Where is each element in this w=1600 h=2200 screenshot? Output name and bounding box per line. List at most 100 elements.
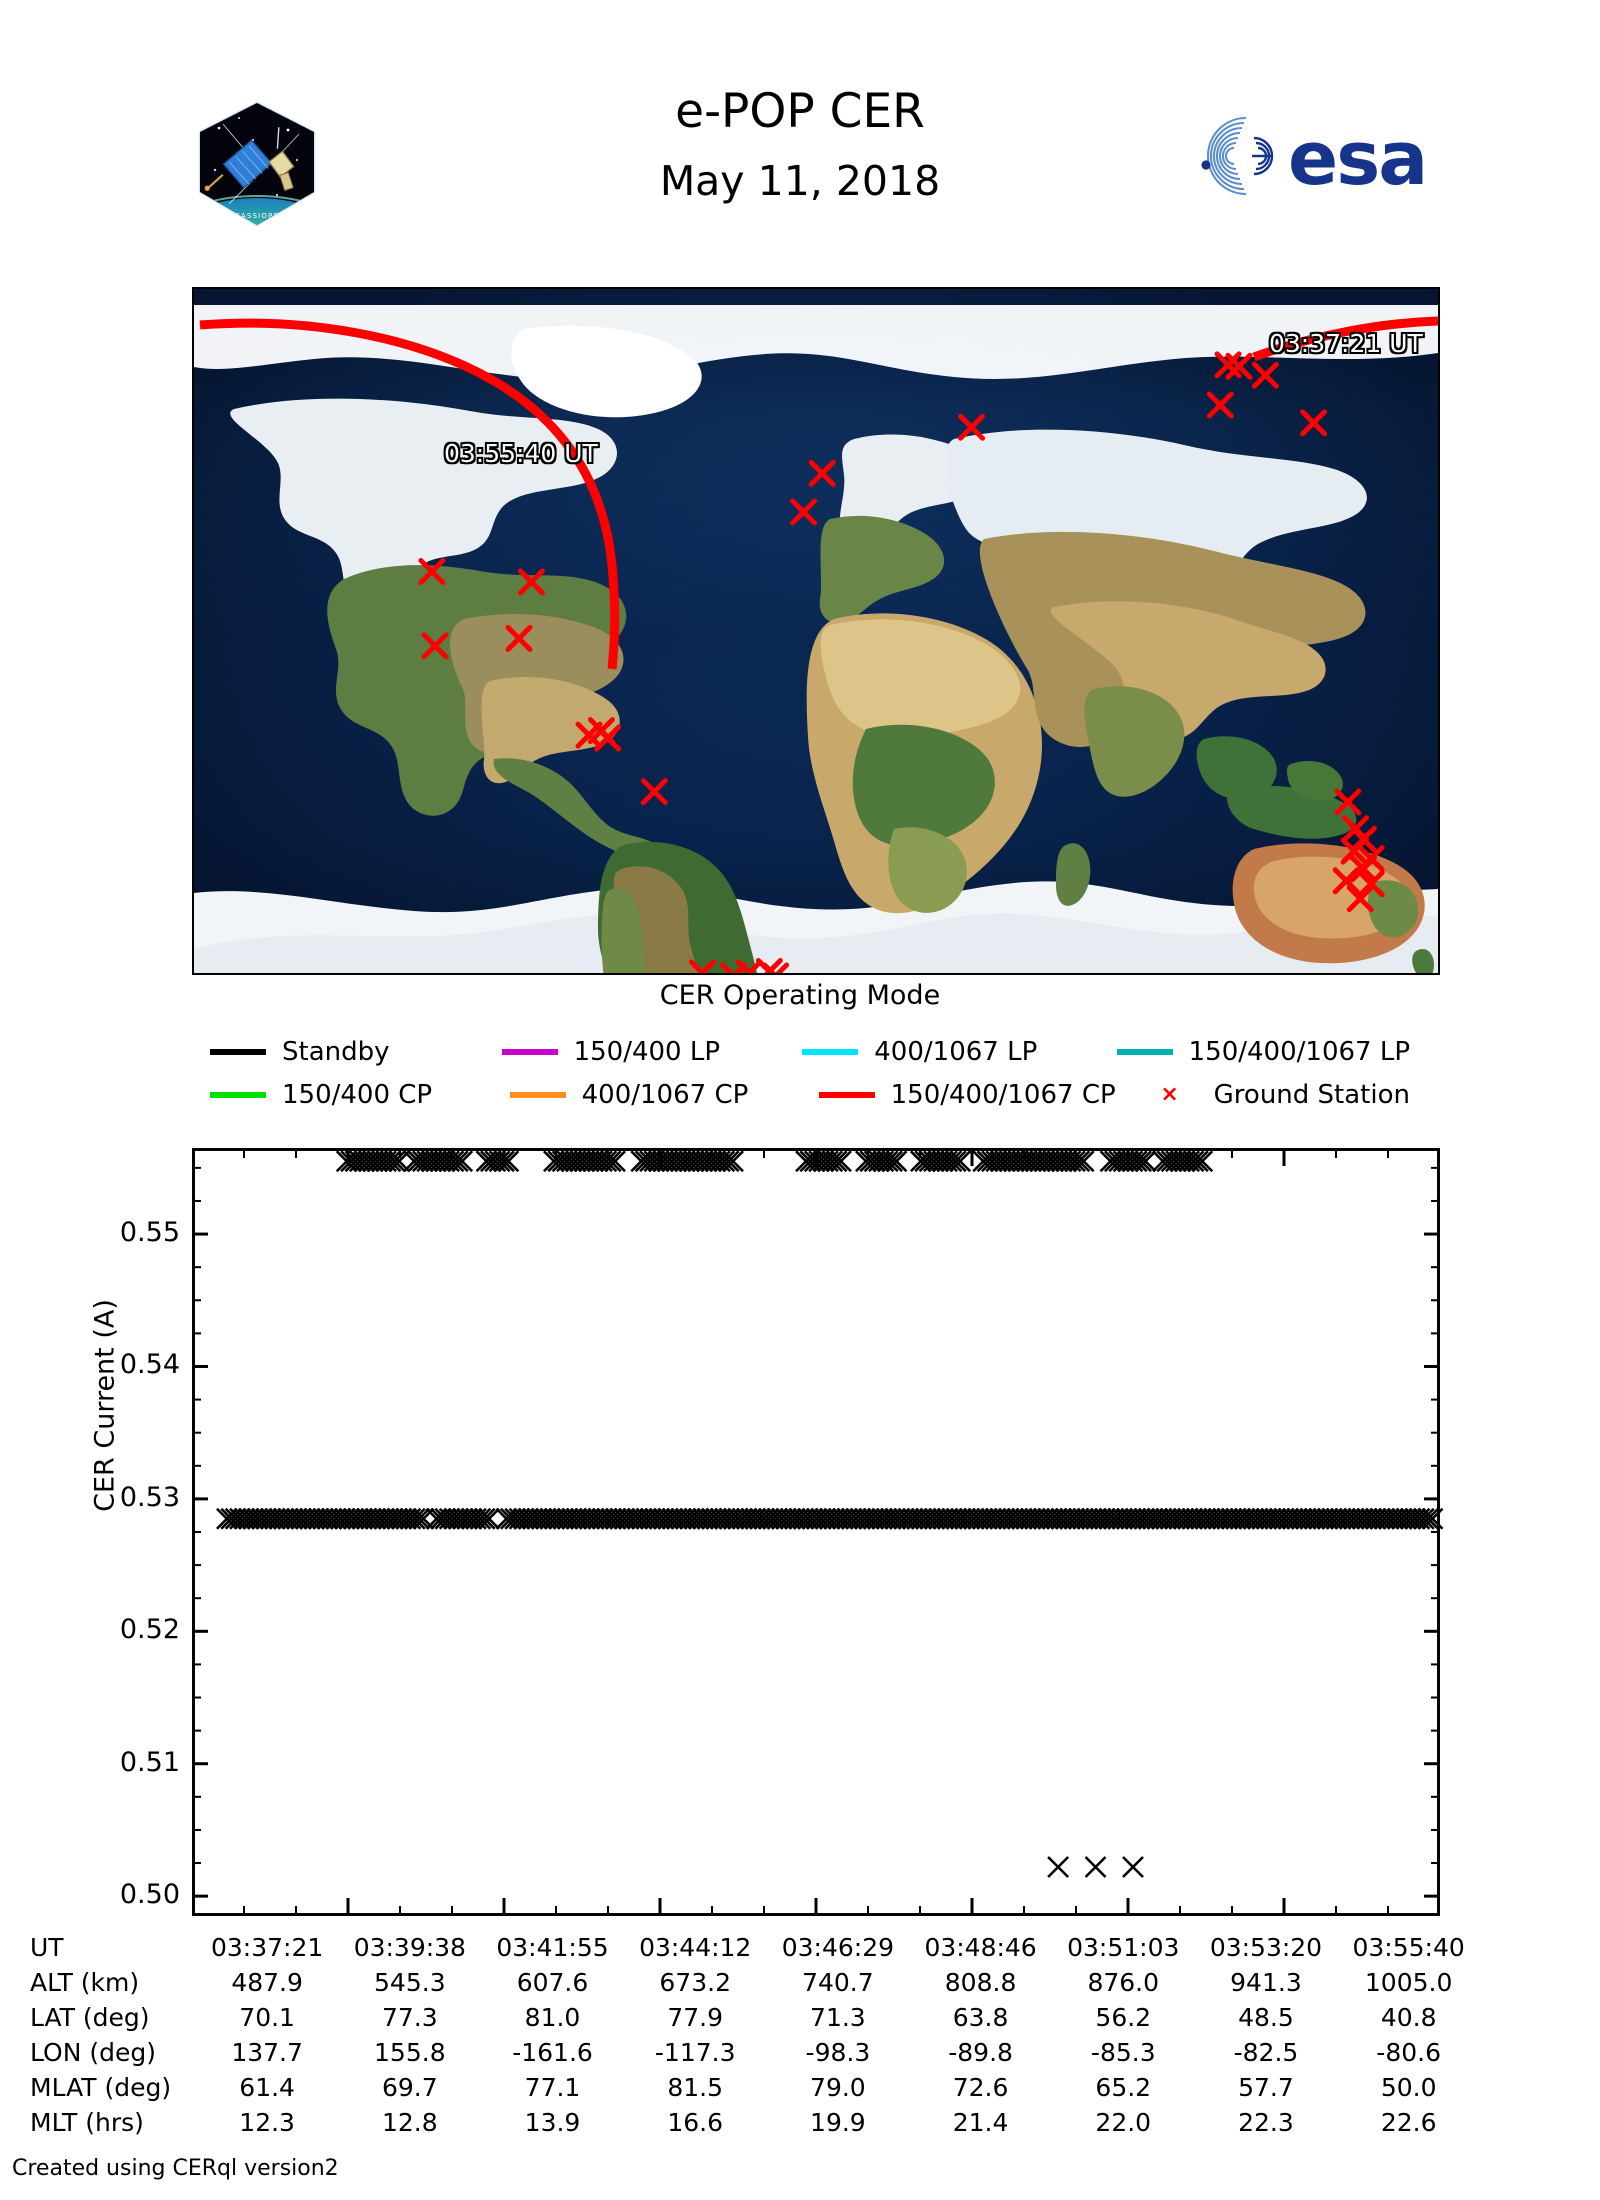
legend-item-label: 150/400/1067 LP <box>1188 1036 1410 1067</box>
page-title: e-POP CER <box>675 84 925 139</box>
cer-current-scatter-plot[interactable] <box>192 1148 1444 1916</box>
legend-color-swatch <box>210 1091 266 1098</box>
page-date: May 11, 2018 <box>659 157 941 205</box>
footer-credit: Created using CERql version2 <box>12 2156 339 2181</box>
table-cell: 13.9 <box>524 2108 581 2137</box>
data-point-marker <box>1122 1856 1144 1878</box>
world-map[interactable]: 03:37:21 UT 03:55:40 UT <box>192 287 1440 975</box>
legend-item[interactable]: 400/1067 LP <box>802 1037 1116 1067</box>
ground-track <box>199 316 1438 670</box>
data-point-marker <box>1182 1150 1205 1173</box>
table-cell: 1005.0 <box>1364 1968 1453 1997</box>
table-row-label: MLAT (deg) <box>30 2073 172 2102</box>
data-point-marker <box>478 1507 500 1530</box>
data-point-marker <box>1412 1507 1435 1530</box>
table-cell: 12.3 <box>239 2108 295 2137</box>
table-cell: 22.0 <box>1095 2108 1152 2137</box>
table-cell: -161.6 <box>512 2038 593 2067</box>
data-point-marker <box>469 1507 492 1530</box>
cassiope-logo: CASSIOPE <box>193 100 321 228</box>
table-cell: 808.8 <box>944 1968 1017 1997</box>
legend-item-label: Standby <box>282 1036 390 1067</box>
table-cell: 56.2 <box>1095 2003 1152 2032</box>
legend-title: CER Operating Mode <box>659 980 941 1011</box>
esa-swirl-mark <box>1201 116 1274 196</box>
y-tick-label: 0.54 <box>119 1349 180 1381</box>
map-canvas <box>194 289 1438 973</box>
legend-item-label: 150/400 LP <box>573 1036 721 1067</box>
data-point-marker <box>949 1150 972 1173</box>
table-cell: 545.3 <box>374 1968 446 1997</box>
table-cell: 48.5 <box>1238 2003 1294 2032</box>
data-point-marker <box>604 1150 626 1173</box>
table-cell: 22.6 <box>1380 2108 1437 2137</box>
legend-item[interactable]: Standby <box>210 1037 502 1067</box>
data-point-marker <box>722 1150 744 1173</box>
table-row: LAT (deg) 70.1 77.3 81.0 77.9 71.3 63.8 56.2 48.… <box>30 2000 1480 2035</box>
legend-item[interactable]: 150/400 CP <box>210 1080 510 1110</box>
y-axis-ticklabels: 0.50 0.51 0.52 0.53 0.54 0.55 <box>30 0 180 2200</box>
data-point-marker <box>488 1150 511 1173</box>
table-cell: 22.3 <box>1238 2108 1294 2137</box>
table-cell: -89.8 <box>948 2038 1013 2067</box>
table-cell: 81.5 <box>667 2073 724 2102</box>
table-cell: 876.0 <box>1087 1968 1160 1997</box>
table-cell: 03:53:20 <box>1209 1933 1323 1962</box>
data-point-marker <box>599 1150 622 1173</box>
legend-color-swatch <box>501 1048 558 1055</box>
table-cell: -85.3 <box>1090 2038 1156 2067</box>
table-cell: -82.5 <box>1233 2038 1299 2067</box>
legend-item[interactable]: × Ground Station <box>1142 1080 1410 1110</box>
table-row-label: LON (deg) <box>30 2038 156 2067</box>
table-cell: 16.6 <box>667 2108 724 2137</box>
data-point-marker <box>1068 1150 1091 1173</box>
data-point-marker <box>713 1150 736 1173</box>
table-cell: 63.8 <box>952 2003 1009 2032</box>
table-cell: 61.4 <box>239 2073 295 2102</box>
table-cell: -117.3 <box>654 2038 736 2067</box>
legend-item-label: 400/1067 LP <box>874 1036 1038 1067</box>
table-cell: 03:55:40 <box>1352 1933 1465 1962</box>
legend-row: Standby 150/400 LP 400/1067 LP 150/400/1067… <box>210 1030 1410 1073</box>
table-cell: 03:48:46 <box>924 1933 1037 1962</box>
data-point-marker <box>497 1150 520 1173</box>
legend-item[interactable]: 150/400/1067 LP <box>1116 1036 1410 1067</box>
data-point-marker <box>442 1150 465 1173</box>
table-cell: 77.3 <box>381 2003 438 2032</box>
data-point-marker <box>1186 1150 1209 1173</box>
table-cell: 740.7 <box>802 1968 874 1997</box>
data-point-marker <box>825 1150 848 1173</box>
data-point-marker <box>1417 1507 1440 1530</box>
data-point-marker <box>595 1150 618 1173</box>
legend: Standby 150/400 LP 400/1067 LP 150/400/1067… <box>210 1030 1410 1116</box>
data-point-marker <box>885 1150 908 1173</box>
table-cell: 03:51:03 <box>1067 1933 1180 1962</box>
table-cell: 65.2 <box>1095 2073 1152 2102</box>
legend-item[interactable]: 400/1067 CP <box>509 1080 819 1110</box>
table-cell: 50.0 <box>1380 2073 1437 2102</box>
table-cell: 155.8 <box>374 2038 446 2067</box>
table-cell: 487.9 <box>231 1968 303 1997</box>
table-cell: 77.1 <box>524 2073 581 2102</box>
plot-frame[interactable] <box>192 1148 1440 1916</box>
table-cell: 79.0 <box>810 2073 866 2102</box>
data-point-marker <box>1064 1150 1086 1173</box>
table-cell: 137.7 <box>231 2038 303 2067</box>
legend-item[interactable]: 150/400 LP <box>501 1036 803 1067</box>
data-point-marker <box>1084 1856 1107 1878</box>
legend-item[interactable]: 150/400/1067 CP <box>818 1080 1142 1110</box>
data-point-marker <box>403 1507 426 1530</box>
table-cell: 71.3 <box>810 2003 866 2032</box>
table-cell: 03:39:38 <box>353 1933 466 1962</box>
table-row: MLAT (deg) 61.4 69.7 77.1 81.5 79.0 72.6 65.2 57… <box>30 2070 1480 2105</box>
data-point-marker <box>1125 1150 1148 1173</box>
table-cell: 941.3 <box>1230 1968 1302 1997</box>
table-cell: 03:41:55 <box>496 1933 609 1962</box>
data-point-marker <box>1191 1150 1214 1173</box>
data-point-marker <box>493 1150 515 1173</box>
y-tick-label: 0.52 <box>119 1614 180 1646</box>
table-cell: 03:37:21 <box>211 1933 324 1962</box>
table-row: ALT (km) 487.9 545.3 607.6 673.2 740.7 808.8 87… <box>30 1965 1480 2000</box>
legend-color-swatch <box>818 1091 875 1098</box>
ephemeris-table: UT 03:37:21 03:39:38 03:41:55 03:44:12 03:46:… <box>30 1930 1480 2140</box>
